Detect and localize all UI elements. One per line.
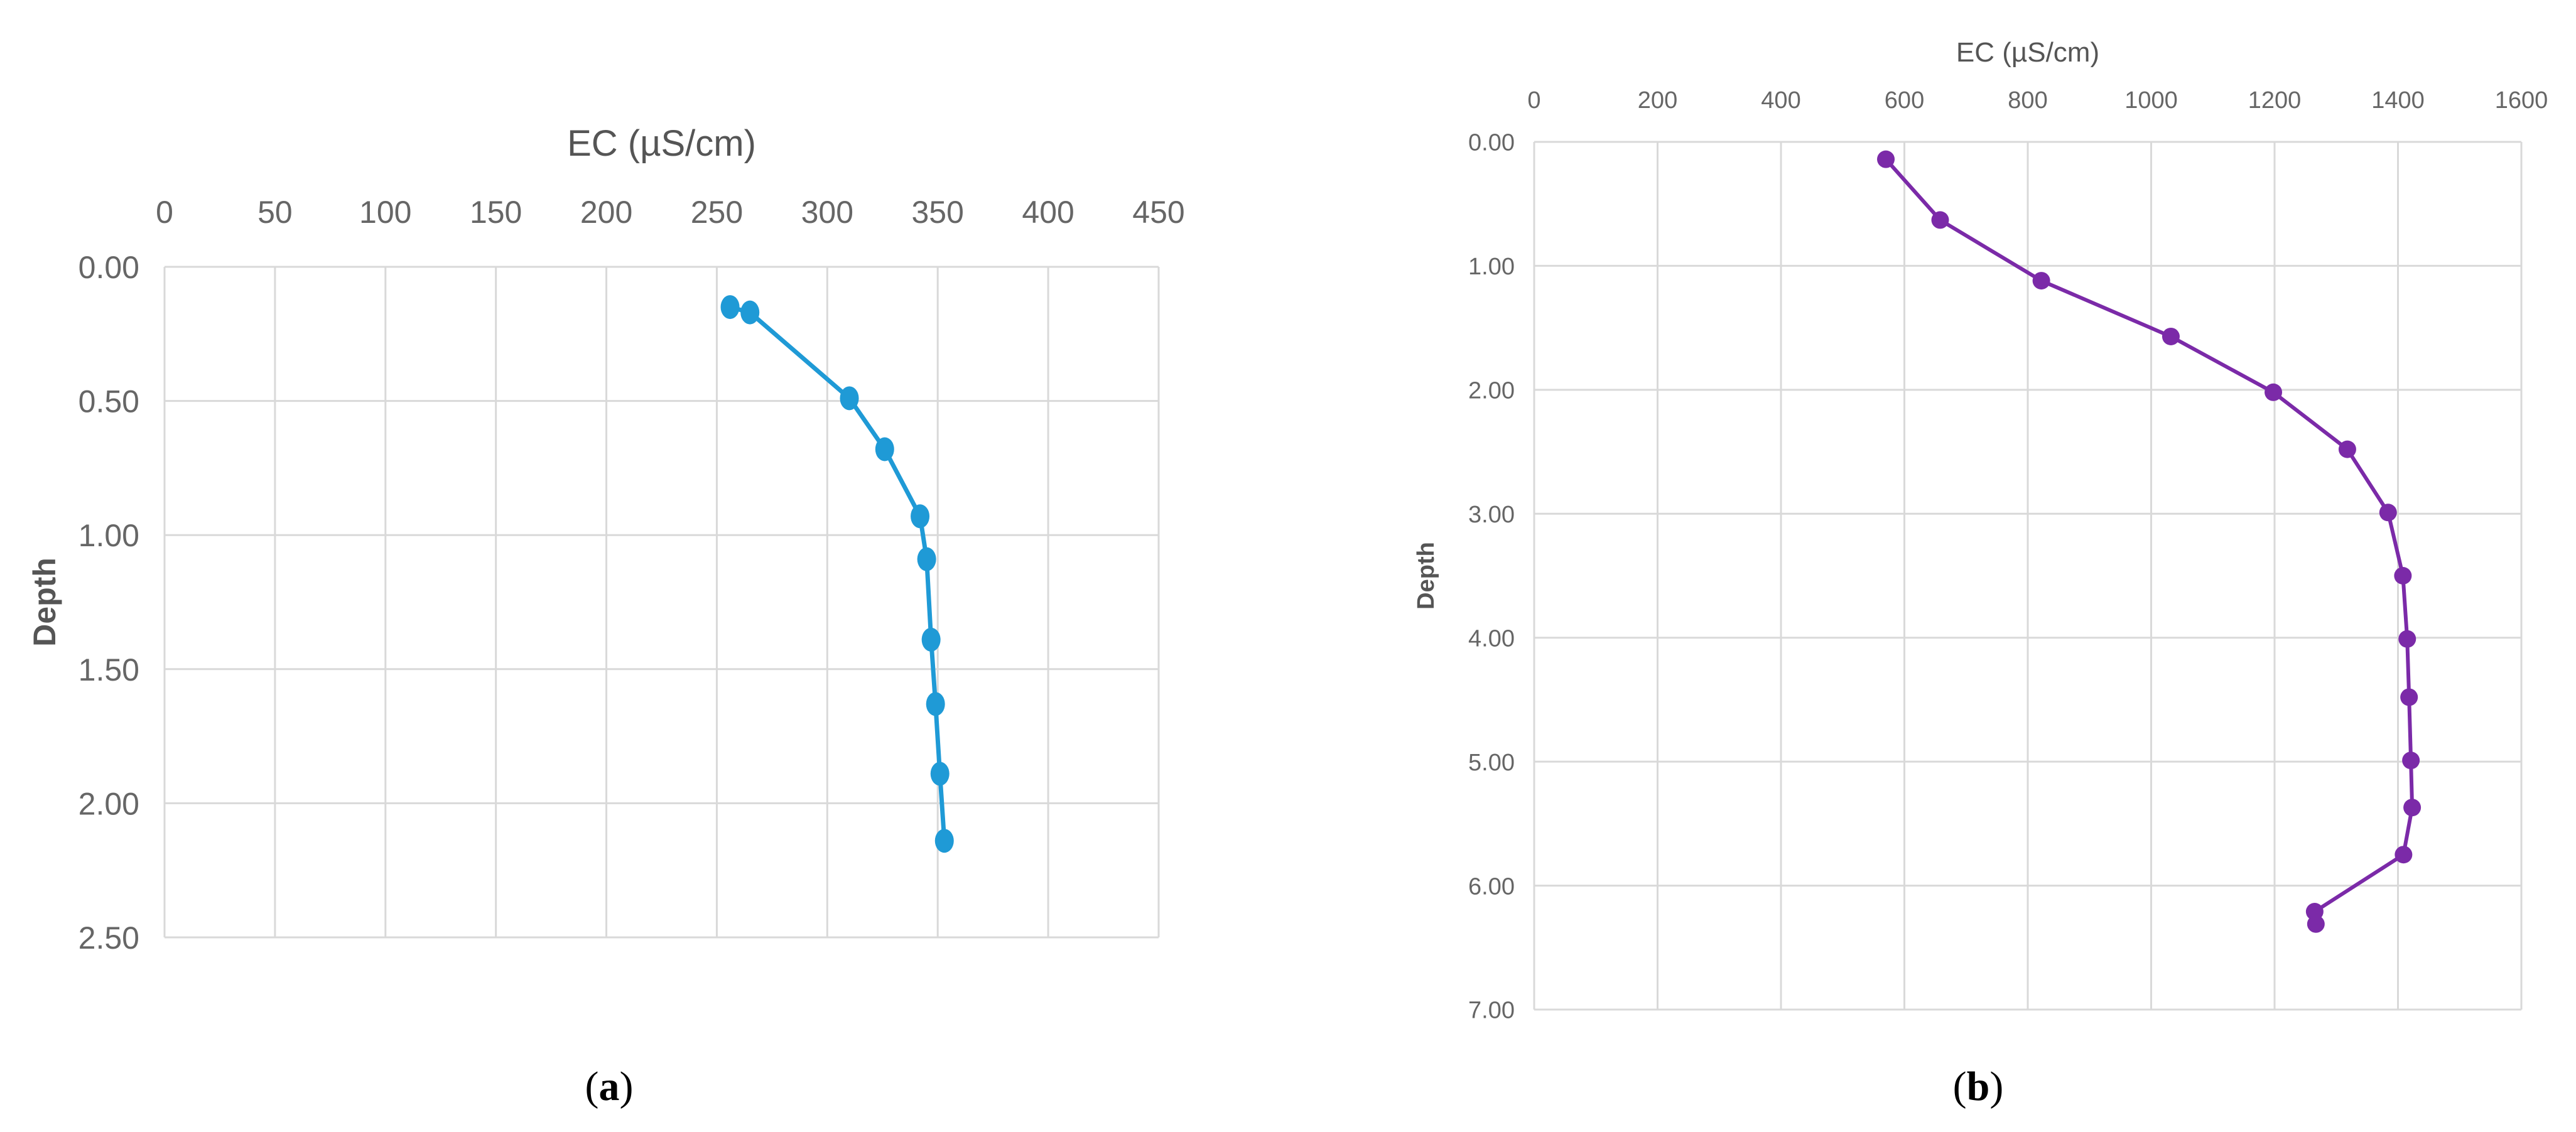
- chart-b-y-tick-label: 7.00: [1468, 998, 1515, 1024]
- chart-a-data-point: [930, 762, 950, 786]
- chart-a-y-tick-label: 2.00: [78, 786, 139, 821]
- chart-a-data-point: [917, 547, 936, 571]
- chart-b-x-tick-label: 200: [1638, 87, 1677, 114]
- chart-a-data-point: [720, 295, 740, 320]
- chart-b-data-point: [2032, 272, 2050, 290]
- chart-panel-b: 0 200 400 600 800 1000 1200 1400 1600 0.00 1.00 2.0…: [1413, 37, 2548, 1109]
- chart-a-data-point: [911, 504, 930, 529]
- chart-b-x-tick-label: 600: [1885, 87, 1924, 114]
- chart-a-data-point: [875, 437, 894, 461]
- chart-a-data-point: [921, 627, 941, 652]
- chart-a-x-tick-label: 350: [912, 195, 964, 230]
- chart-a-x-tick-label: 150: [470, 195, 522, 230]
- chart-a-y-tick-label: 0.00: [78, 250, 139, 285]
- chart-a-x-tick-label: 450: [1132, 195, 1184, 230]
- chart-b-data-point: [1877, 150, 1895, 168]
- chart-b-data-point: [2338, 440, 2356, 458]
- chart-b-x-tick-label: 0: [1527, 87, 1540, 114]
- chart-b-data-point: [2395, 846, 2413, 864]
- chart-b-data-point: [2379, 504, 2397, 522]
- chart-b-data-point: [2403, 799, 2422, 817]
- chart-b-x-tick-label: 800: [2008, 87, 2047, 114]
- chart-b-series-line: [1884, 158, 2415, 925]
- chart-b-x-tick-label: 1600: [2495, 87, 2548, 114]
- chart-b-caption-open: (: [1953, 1064, 1967, 1109]
- chart-a-y-tick-label: 1.00: [78, 518, 139, 553]
- chart-b-y-tick-label: 1.00: [1468, 254, 1515, 280]
- chart-b-y-tick-label: 5.00: [1468, 750, 1515, 776]
- chart-a-data-point: [934, 829, 954, 853]
- chart-a-caption-letter: a: [599, 1064, 620, 1109]
- chart-b-x-tick-label: 400: [1761, 87, 1800, 114]
- chart-a-x-tick-label: 300: [801, 195, 853, 230]
- chart-b-caption: (b): [1953, 1064, 2004, 1109]
- chart-a-series-line: [729, 305, 947, 841]
- chart-b-x-axis-label: EC (µS/cm): [1956, 37, 2099, 68]
- chart-a-x-tick-label: 400: [1022, 195, 1074, 230]
- chart-b-data-point: [1931, 211, 1949, 229]
- chart-b-caption-letter: b: [1967, 1064, 1990, 1109]
- chart-b-x-tick-label: 1400: [2371, 87, 2425, 114]
- chart-a-caption-open: (: [585, 1064, 599, 1109]
- chart-b-y-tick-label: 4.00: [1468, 625, 1515, 652]
- chart-b-data-point: [2162, 327, 2180, 345]
- chart-a-data-point: [926, 692, 945, 716]
- chart-a-data-point: [840, 386, 859, 411]
- chart-a-x-tick-label: 50: [257, 195, 293, 230]
- chart-a-x-axis-label: EC (µS/cm): [567, 123, 756, 164]
- chart-b-y-tick-label: 6.00: [1468, 873, 1515, 900]
- chart-a-x-tick-label: 100: [359, 195, 411, 230]
- chart-b-data-point: [2402, 752, 2420, 770]
- chart-b-x-tick-label: 1200: [2248, 87, 2302, 114]
- chart-a-y-tick-label: 0.50: [78, 384, 139, 419]
- chart-b-data-point: [2307, 915, 2325, 933]
- chart-a-y-axis-label: Depth: [27, 558, 62, 647]
- chart-a-x-tick-label: 250: [691, 195, 743, 230]
- chart-b-y-axis-label: Depth: [1413, 542, 1439, 610]
- chart-b-data-point: [2394, 567, 2412, 585]
- chart-b-y-tick-label: 0.00: [1468, 130, 1515, 156]
- chart-panel-a: 0 50 100 150 200 250 300 350 400 450 0.00 0.50 1.00 1…: [27, 123, 1185, 1109]
- chart-b-data-point: [2400, 688, 2418, 706]
- chart-a-caption: (a): [585, 1064, 634, 1109]
- chart-a-y-tick-label: 2.50: [78, 920, 139, 956]
- chart-b-caption-close: ): [1989, 1064, 2003, 1109]
- chart-b-y-tick-label: 3.00: [1468, 502, 1515, 528]
- chart-b-data-point: [2398, 630, 2416, 648]
- chart-b-data-point: [2265, 383, 2283, 401]
- chart-a-y-tick-label: 1.50: [78, 652, 139, 687]
- chart-a-caption-close: ): [620, 1064, 634, 1109]
- chart-a-x-tick-label: 200: [580, 195, 632, 230]
- chart-a-data-point: [740, 300, 760, 325]
- chart-b-y-tick-label: 2.00: [1468, 378, 1515, 404]
- chart-b-x-tick-label: 1000: [2124, 87, 2178, 114]
- chart-a-x-tick-label: 0: [156, 195, 173, 230]
